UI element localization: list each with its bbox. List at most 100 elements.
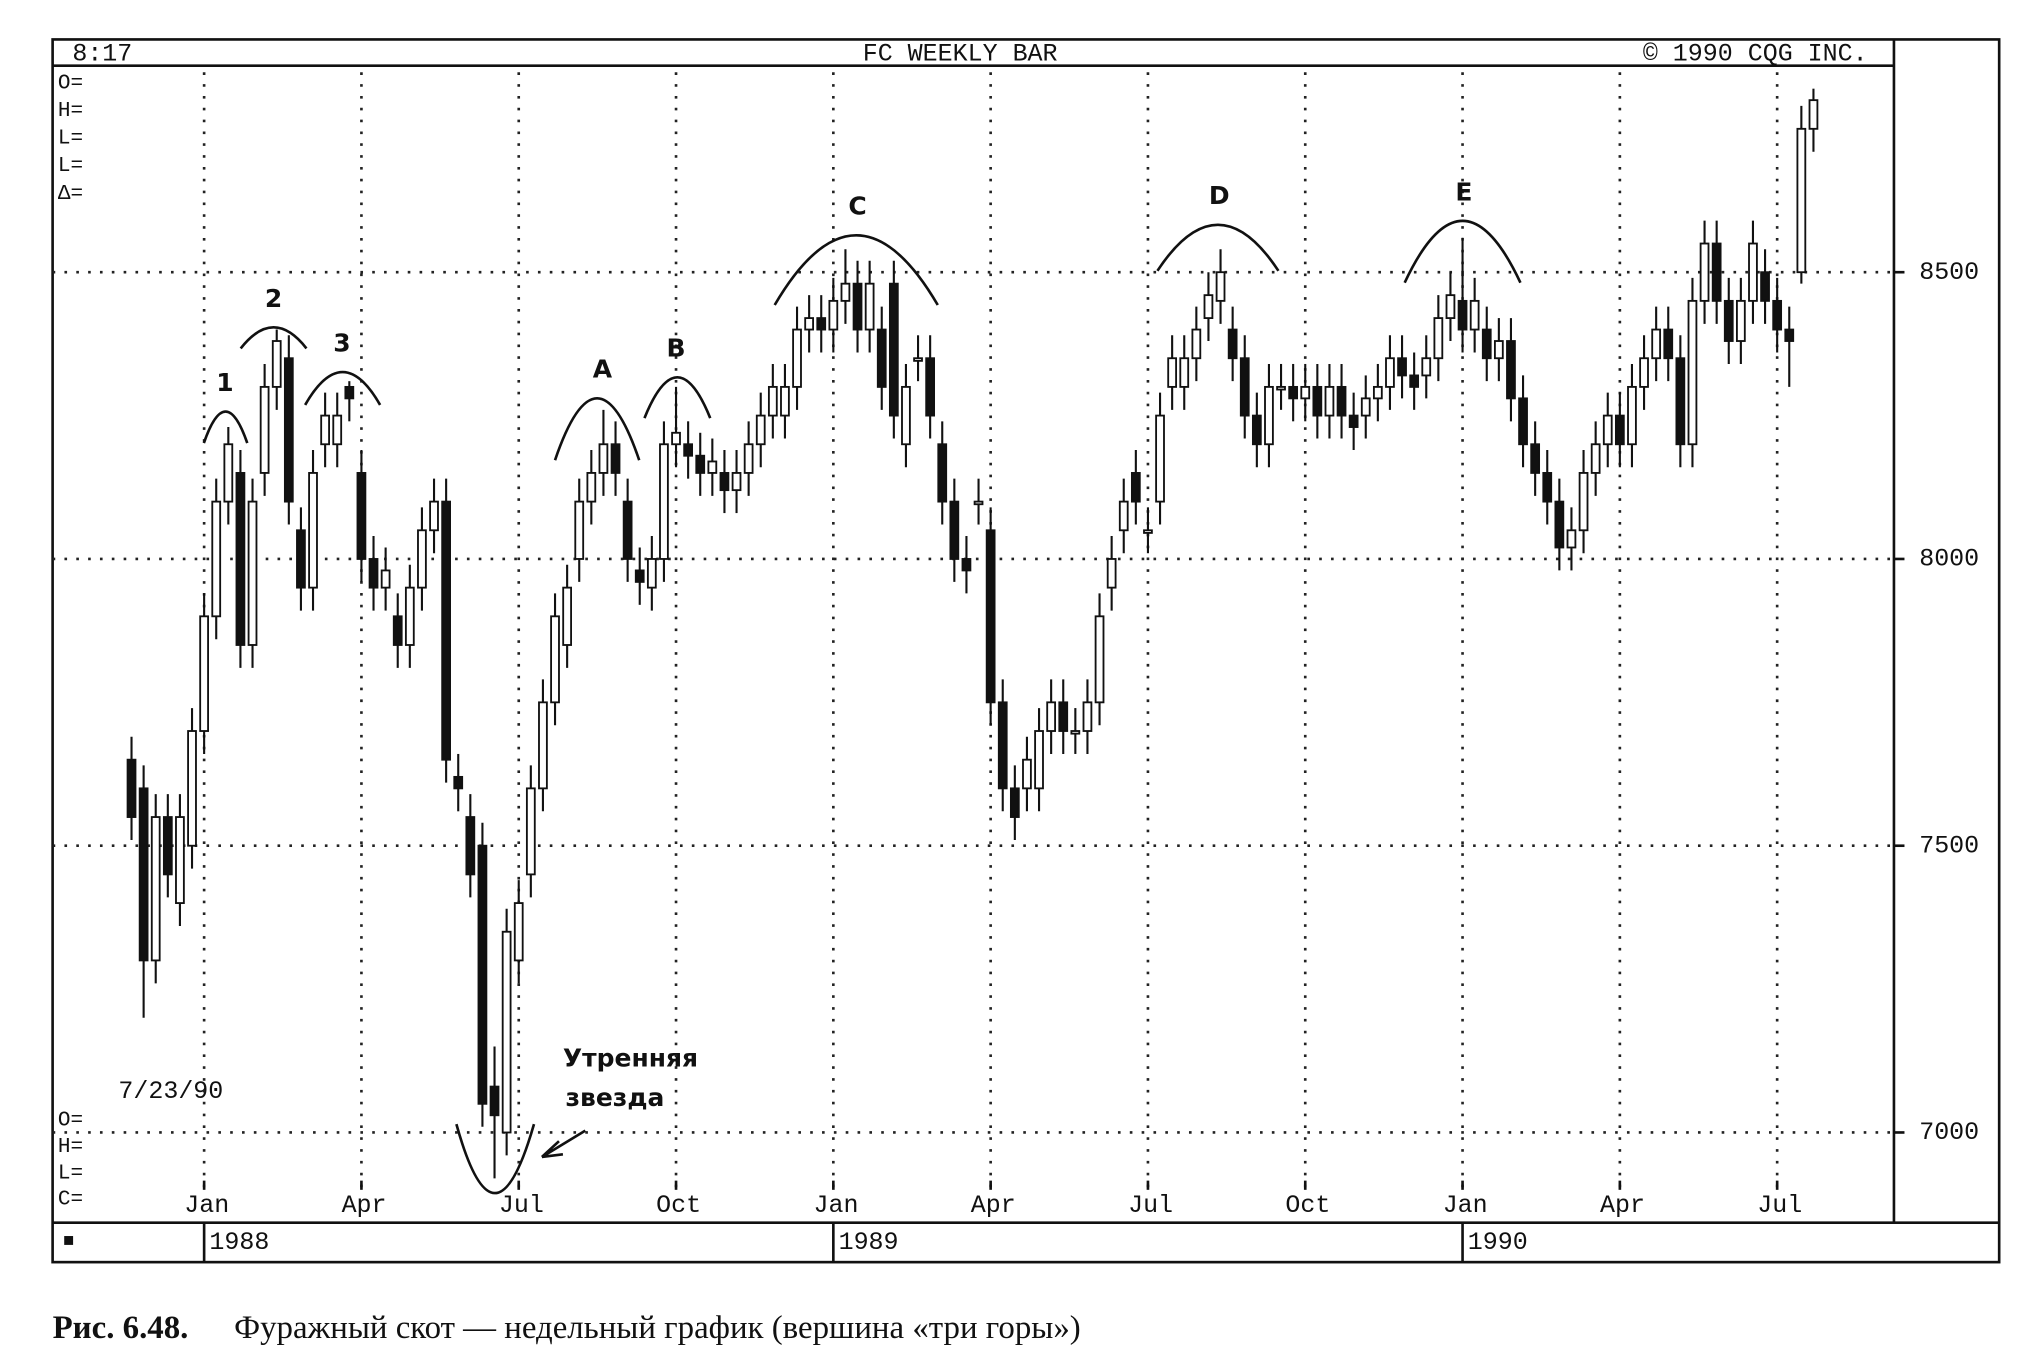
candle-body (1191, 328, 1202, 360)
x-tick-label: Apr (971, 1191, 1016, 1220)
candle-body (816, 317, 827, 331)
candle-body (1518, 397, 1528, 446)
readout-label: O= (58, 1109, 83, 1133)
candle-body (913, 357, 923, 362)
candle-body (1179, 357, 1190, 388)
candle-body (586, 472, 597, 503)
candle-body (1723, 299, 1734, 342)
candle-body (840, 282, 851, 302)
x-tick-label: Jul (499, 1191, 544, 1220)
candle-body (707, 460, 718, 474)
candle-body (755, 414, 766, 446)
candle-body (1409, 374, 1420, 388)
candle-body (1481, 328, 1492, 360)
candle-body (1554, 500, 1565, 549)
peak-arc (773, 234, 939, 306)
candle-body (356, 472, 367, 560)
candle-body (477, 844, 488, 1105)
peak-label: C (848, 192, 866, 221)
candle-body (465, 816, 476, 876)
y-tick-label: 7500 (1919, 831, 1979, 860)
candle-body (332, 414, 343, 446)
candle-body (489, 1085, 500, 1117)
candle-body (1530, 443, 1541, 474)
peak-arc (553, 397, 641, 461)
candle-body (199, 615, 209, 732)
candle-body (1348, 414, 1359, 428)
candle-body (622, 500, 633, 560)
header-time: 8:17 (72, 40, 132, 69)
candle-body (1082, 701, 1093, 732)
candle-body (1421, 357, 1432, 377)
x-tick-label: Apr (342, 1191, 387, 1220)
candle-body (1506, 340, 1516, 400)
candle-body (404, 586, 415, 646)
candle-body (538, 701, 548, 790)
candle-body (259, 385, 270, 474)
year-label: 1989 (839, 1228, 899, 1257)
candle-body (320, 414, 330, 446)
year-label: 1990 (1468, 1228, 1528, 1257)
candle-body (1493, 340, 1504, 360)
candle-body (1336, 385, 1347, 417)
candle-body (1433, 317, 1444, 360)
candle-body (1699, 242, 1710, 302)
candle-body (344, 385, 355, 400)
candle-body (937, 443, 948, 503)
candle-body (634, 569, 645, 583)
candle-body (1760, 271, 1770, 302)
candle-body (1143, 529, 1153, 534)
candle-body (1784, 328, 1795, 342)
peak-arc (1156, 223, 1280, 272)
readout-label: L= (58, 1161, 83, 1185)
candle-body (1155, 414, 1165, 503)
candle-body (792, 328, 802, 388)
candle-body (610, 443, 621, 474)
candle-body (271, 340, 282, 388)
readout-label: C= (58, 1188, 83, 1212)
caption-text: Фуражный скот — недельный график (вершин… (234, 1310, 1081, 1346)
readout-label: L= (58, 127, 83, 151)
candle-body (1590, 443, 1601, 474)
candle-body (949, 500, 960, 560)
candle-body (1566, 529, 1577, 549)
candle-body (453, 775, 464, 790)
candle-body (283, 357, 294, 503)
candle-body (1130, 472, 1141, 503)
candle-body (1542, 472, 1553, 503)
candle-body (380, 569, 391, 589)
peak-arc (1403, 219, 1522, 284)
peak-label: A (593, 355, 613, 384)
peak-arc (303, 370, 382, 406)
candle-body (1239, 357, 1250, 417)
candle-body (1372, 385, 1383, 400)
candle-body (513, 902, 524, 962)
y-tick-label: 8500 (1919, 258, 1979, 287)
annotation-text: Утренняя (563, 1044, 698, 1073)
header-copyright: © 1990 CQG INC. (1643, 40, 1868, 69)
candle-body (574, 500, 585, 560)
candle-body (1360, 397, 1371, 417)
date-label: 7/23/90 (118, 1077, 223, 1106)
candle-body (1445, 294, 1456, 320)
candle-body (1627, 385, 1637, 446)
candle-body (1022, 758, 1032, 790)
candle-body (1711, 242, 1722, 302)
candle-body (1663, 328, 1674, 360)
candle-body (1808, 99, 1819, 130)
candle-body (671, 431, 681, 446)
candle-body (646, 558, 657, 589)
candle-body (392, 615, 403, 646)
candle-body (1312, 385, 1323, 417)
candle-body (1106, 558, 1117, 589)
candle-body (1046, 701, 1057, 732)
candle-body (1675, 357, 1686, 446)
candle-body (1385, 357, 1395, 388)
candle-body (1639, 357, 1649, 388)
peak-label: 1 (216, 368, 233, 397)
candle-body (1614, 414, 1625, 446)
candle-body (223, 443, 234, 503)
candle-body (925, 357, 936, 417)
candle-body (1215, 271, 1226, 302)
